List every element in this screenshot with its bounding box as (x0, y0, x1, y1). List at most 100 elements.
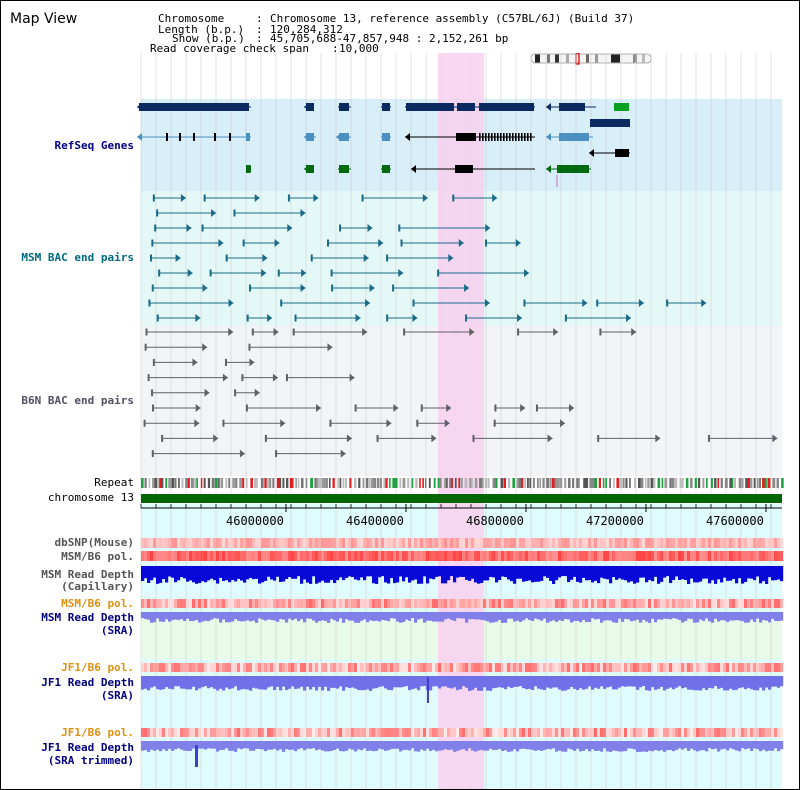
depth-bar (552, 676, 556, 688)
heat-cell (342, 538, 346, 548)
heat-cell (339, 551, 343, 561)
heat-cell (534, 599, 538, 608)
depth-bar (750, 612, 754, 620)
depth-bar (618, 612, 622, 619)
track-label-jf1-depth-sra-1[interactable]: JF1 Read Depth (41, 676, 134, 689)
heat-cell (426, 599, 430, 608)
heat-cell (540, 663, 544, 672)
repeat-mark (500, 478, 504, 488)
repeat-mark (492, 478, 496, 488)
repeat-mark (471, 478, 473, 488)
depth-bar (492, 566, 496, 578)
heat-cell (141, 538, 145, 548)
heat-cell (702, 599, 706, 608)
track-label-msm-b6-pol-2[interactable]: MSM/B6 pol. (61, 597, 134, 610)
bac-end (272, 373, 278, 382)
heat-cell (465, 538, 469, 548)
repeat-mark (260, 478, 264, 488)
repeat-mark (174, 478, 177, 488)
bac-end (564, 314, 567, 322)
depth-bar (213, 741, 217, 749)
heat-cell (741, 551, 745, 561)
heat-cell (753, 728, 757, 737)
heat-cell (405, 599, 409, 608)
repeat-mark (253, 478, 257, 488)
heat-cell (408, 551, 412, 561)
heat-cell (336, 728, 340, 737)
depth-bar (171, 741, 175, 751)
heat-cell (312, 551, 316, 561)
heat-cell (258, 663, 262, 672)
heat-cell (531, 538, 535, 548)
bac-end (403, 328, 406, 336)
heat-cell (237, 663, 241, 672)
track-label-jf1-b6-pol-2[interactable]: JF1/B6 pol. (61, 726, 134, 739)
depth-bar (228, 741, 232, 751)
depth-bar (417, 741, 421, 752)
depth-bar (285, 566, 289, 580)
depth-bar (300, 741, 304, 749)
depth-bar (144, 566, 148, 579)
track-label-b6n-bac[interactable]: B6N BAC end pairs (21, 394, 134, 407)
repeat-mark (242, 478, 245, 488)
depth-bar (684, 741, 688, 749)
depth-bar (642, 612, 646, 620)
heat-cell (576, 538, 580, 548)
track-label-msm-b6-pol[interactable]: MSM/B6 pol. (61, 550, 134, 563)
track-label-msm-depth-cap-1[interactable]: MSM Read Depth (41, 568, 134, 581)
depth-bar (411, 741, 415, 749)
track-label-dbsnp[interactable]: dbSNP(Mouse) (54, 536, 134, 549)
heat-cell (666, 599, 670, 608)
depth-bar (327, 676, 331, 691)
depth-bar (774, 612, 778, 621)
heat-cell (576, 551, 580, 561)
heat-cell (480, 551, 484, 561)
heat-cell (192, 538, 196, 548)
heat-cell (687, 551, 691, 561)
track-label-msm-bac[interactable]: MSM BAC end pairs (21, 251, 134, 264)
heat-cell (183, 599, 187, 608)
depth-bar (726, 741, 730, 751)
bac-end (209, 269, 212, 277)
bac-end (330, 269, 333, 277)
depth-bar (351, 566, 355, 578)
depth-bar (228, 566, 232, 583)
depth-bar (207, 676, 211, 689)
depth-bar (279, 676, 283, 691)
depth-bar (162, 676, 166, 690)
heat-cell (774, 663, 778, 672)
heat-cell (306, 663, 310, 672)
heat-cell (327, 551, 331, 561)
depth-bar (657, 566, 661, 584)
depth-bar (465, 676, 469, 688)
depth-bar (735, 676, 739, 690)
depth-bar (426, 612, 430, 621)
heat-cell (555, 728, 559, 737)
repeat-mark (602, 478, 605, 488)
heat-cell (717, 538, 721, 548)
heat-cell (594, 551, 598, 561)
heat-cell (360, 538, 364, 548)
repeat-mark (759, 478, 761, 488)
track-label-refseq[interactable]: RefSeq Genes (54, 139, 134, 152)
depth-bar (294, 741, 298, 752)
depth-bar (261, 741, 265, 750)
track-label-jf1-depth-trim-1[interactable]: JF1 Read Depth (41, 741, 134, 754)
heat-cell (420, 551, 424, 561)
repeat-mark (332, 478, 335, 488)
depth-bar (774, 566, 778, 581)
depth-bar (438, 676, 442, 689)
track-label-msm-depth-sra-1[interactable]: MSM Read Depth (41, 611, 134, 624)
heat-cell (195, 538, 199, 548)
gene-exon (306, 103, 314, 111)
heat-cell (597, 538, 601, 548)
gene-tick (518, 133, 520, 141)
depth-bar (147, 612, 151, 620)
bac-end (218, 239, 224, 247)
track-label-msm-depth-sra-2: (SRA) (100, 624, 134, 637)
track-label-jf1-b6-pol[interactable]: JF1/B6 pol. (61, 661, 134, 674)
heat-cell (582, 728, 586, 737)
depth-bar (195, 566, 199, 584)
heat-cell (549, 663, 553, 672)
